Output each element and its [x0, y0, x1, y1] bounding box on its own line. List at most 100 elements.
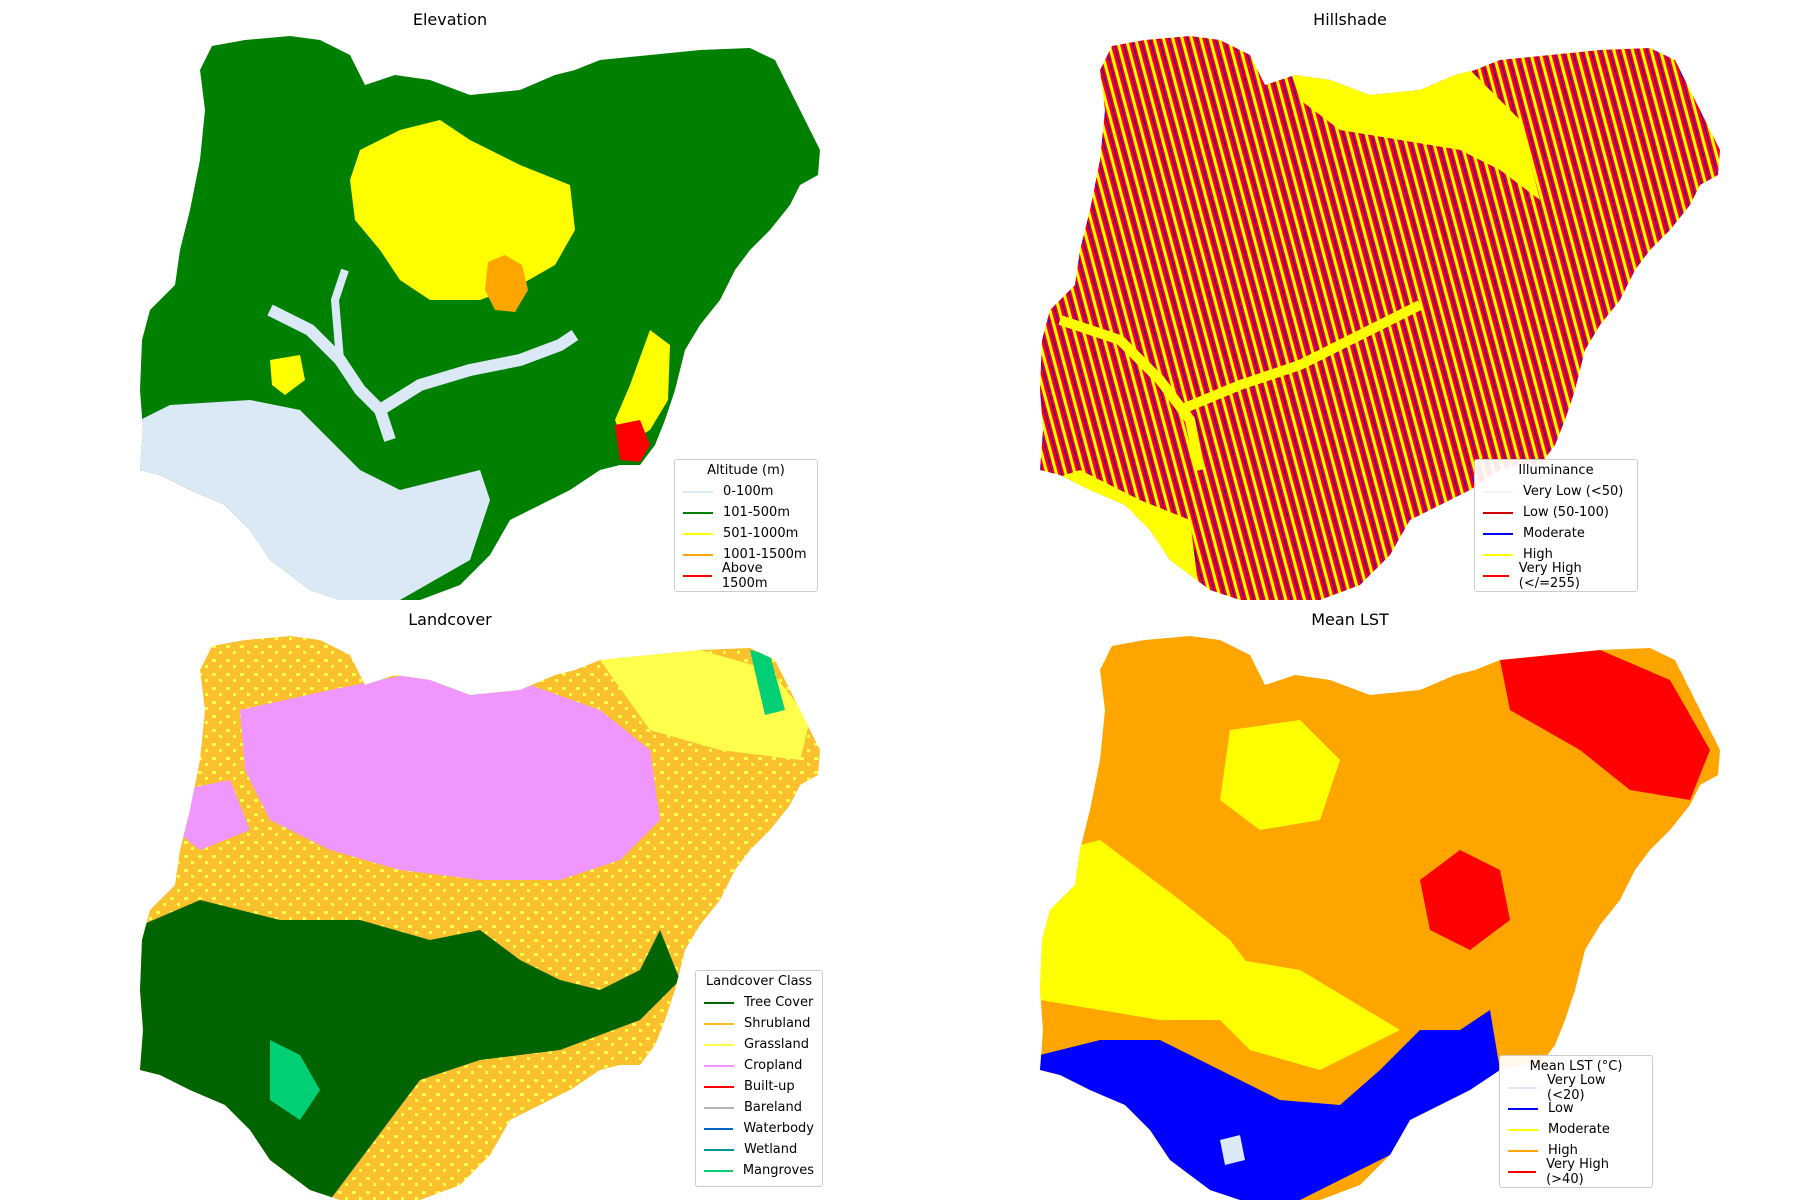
- legend-label: 101-500m: [723, 505, 790, 520]
- legend-title: Illuminance: [1518, 463, 1594, 478]
- legend-swatch: [704, 1001, 734, 1004]
- legend-label: Very High (>40): [1546, 1156, 1610, 1187]
- legend-item: Moderate: [1483, 523, 1629, 544]
- legend-swatch: [1508, 1170, 1537, 1173]
- legend-label: 1001-1500m: [723, 547, 807, 562]
- legend-swatch: [704, 1106, 734, 1109]
- legend-swatch: [683, 532, 713, 535]
- legend-item: Bareland: [704, 1097, 814, 1118]
- legend-swatch: [704, 1148, 734, 1151]
- tree-cover-south: [140, 900, 680, 1200]
- very-high-east: [1420, 850, 1510, 950]
- legend-swatch: [1508, 1128, 1538, 1131]
- legend-label: Very Low (<50): [1523, 484, 1624, 499]
- legend-label: Low: [1548, 1101, 1574, 1116]
- very-low-patch: [1220, 1135, 1245, 1165]
- legend-item: Mangroves: [704, 1160, 814, 1181]
- cropland-region: [240, 670, 660, 880]
- legend-label: Very High (</=255): [1518, 560, 1582, 591]
- legend-title: Altitude (m): [707, 463, 785, 478]
- legend-label: Above 1500m: [721, 560, 768, 591]
- legend-label: Built-up: [744, 1079, 795, 1094]
- legend-label: Very Low (<20): [1547, 1072, 1606, 1103]
- legend-label: 0-100m: [723, 484, 774, 499]
- legend-item: 101-500m: [683, 502, 809, 523]
- moderate-central: [1220, 720, 1340, 830]
- legend-label: Low (50-100): [1523, 505, 1609, 520]
- legend-label: Shrubland: [744, 1016, 811, 1031]
- legend-item: Very High (</=255): [1483, 561, 1629, 591]
- legend-swatch: [1483, 490, 1513, 493]
- legend-swatch: [1483, 511, 1513, 514]
- legend-swatch: [1508, 1107, 1538, 1110]
- mean-lst-panel: Mean LST Mean LST (°C) Very Low (<20) Low…: [900, 600, 1800, 1200]
- hillshade-panel: Hillshade Illuminance Very Low (<50) Low …: [900, 0, 1800, 600]
- elevation-legend: Altitude (m) 0-100m 101-500m 501-1000m 1001…: [674, 459, 818, 592]
- legend-item: Grassland: [704, 1034, 814, 1055]
- legend-swatch: [683, 553, 713, 556]
- landcover-title: Landcover: [408, 610, 492, 629]
- elevation-panel: Elevation Altitude (m) 0-100m 101-500m 501…: [0, 0, 900, 600]
- legend-item: Above 1500m: [683, 561, 809, 591]
- legend-item: Low: [1508, 1098, 1644, 1119]
- legend-swatch: [704, 1169, 733, 1172]
- plateau-region: [350, 120, 575, 300]
- landcover-map: [140, 636, 820, 1200]
- legend-swatch: [704, 1127, 734, 1130]
- legend-label: Moderate: [1548, 1122, 1610, 1137]
- legend-item: Very Low (<50): [1483, 481, 1629, 502]
- legend-item: 501-1000m: [683, 523, 809, 544]
- legend-swatch: [1483, 553, 1513, 556]
- hillshade-legend: Illuminance Very Low (<50) Low (50-100) Mo…: [1474, 459, 1638, 592]
- mean-lst-map: [1040, 636, 1720, 1200]
- legend-title: Mean LST (°C): [1529, 1059, 1623, 1074]
- very-high-northeast: [1500, 650, 1710, 800]
- legend-swatch: [683, 574, 712, 577]
- country-outline: [1040, 36, 1720, 600]
- country-outline: [1040, 636, 1720, 1200]
- legend-item: Very Low (<20): [1508, 1073, 1644, 1103]
- legend-item: Shrubland: [704, 1013, 814, 1034]
- legend-label: Moderate: [1523, 526, 1585, 541]
- legend-swatch: [704, 1085, 734, 1088]
- legend-item: Wetland: [704, 1139, 814, 1160]
- small-yellow-patch: [270, 355, 305, 395]
- mangrove-delta: [270, 1040, 320, 1120]
- legend-swatch: [1483, 574, 1509, 577]
- legend-label: High: [1523, 547, 1553, 562]
- moderate-west: [1040, 840, 1260, 1020]
- wetland-northeast: [750, 650, 785, 715]
- hillshade-title: Hillshade: [1313, 10, 1387, 29]
- legend-swatch: [704, 1064, 734, 1067]
- legend-label: Tree Cover: [744, 995, 814, 1010]
- legend-swatch: [683, 490, 713, 493]
- hillshade-map: [1040, 36, 1720, 600]
- legend-item: High: [1483, 544, 1629, 565]
- legend-label: Mangroves: [742, 1163, 814, 1178]
- legend-swatch: [1508, 1149, 1538, 1152]
- legend-item: Moderate: [1508, 1119, 1644, 1140]
- legend-item: 0-100m: [683, 481, 809, 502]
- legend-label: 501-1000m: [723, 526, 799, 541]
- legend-label: Wetland: [744, 1142, 798, 1157]
- moderate-south: [1220, 960, 1400, 1070]
- legend-swatch: [1483, 532, 1513, 535]
- legend-label: Waterbody: [743, 1121, 814, 1136]
- legend-label: Cropland: [744, 1058, 803, 1073]
- landcover-panel: Landcover Landcover Class Tree Cover Shru…: [0, 600, 900, 1200]
- legend-swatch: [683, 511, 713, 514]
- legend-swatch: [1508, 1086, 1537, 1089]
- mean-lst-title: Mean LST: [1311, 610, 1389, 629]
- river-valley-east: [1178, 300, 1423, 415]
- legend-label: High: [1548, 1143, 1578, 1158]
- legend-item: Built-up: [704, 1076, 814, 1097]
- river-benue: [376, 330, 579, 416]
- legend-item: Very High (>40): [1508, 1157, 1644, 1187]
- legend-item: High: [1508, 1140, 1644, 1161]
- legend-item: Waterbody: [704, 1118, 814, 1139]
- river-kaduna: [330, 268, 349, 361]
- legend-item: Low (50-100): [1483, 502, 1629, 523]
- eastern-highland-yellow: [615, 330, 670, 445]
- landcover-legend: Landcover Class Tree Cover Shrubland Grass…: [695, 970, 823, 1187]
- cropland-west: [175, 780, 250, 850]
